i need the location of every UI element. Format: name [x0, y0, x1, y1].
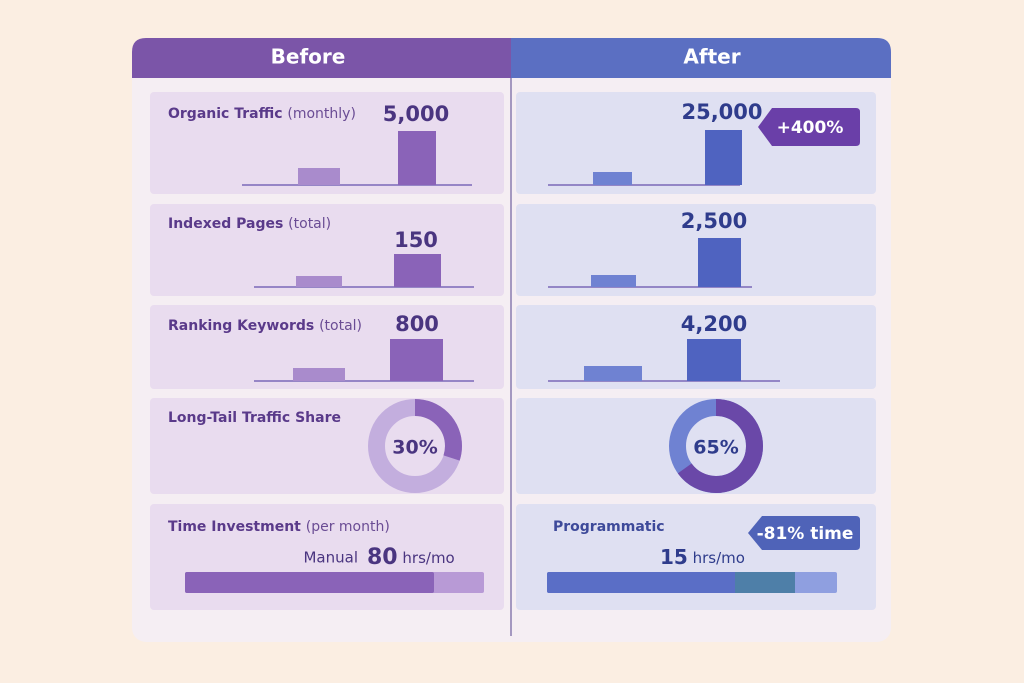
unit: hrs/mo — [693, 549, 745, 567]
hours: 80 — [367, 545, 398, 570]
time-value: 80 hrs/mo — [367, 545, 455, 570]
method: Programmatic — [553, 519, 665, 535]
header-title: Before — [271, 45, 346, 69]
bar-large — [705, 130, 742, 185]
bar-fill — [185, 572, 434, 593]
panel — [516, 398, 876, 494]
badge — [758, 108, 860, 146]
bar-segment — [735, 572, 795, 593]
bar-large — [687, 339, 741, 381]
metric-name: Ranking Keywords — [168, 318, 314, 334]
before-value: 5,000 — [383, 102, 449, 126]
metric-label: Organic Traffic (monthly) — [168, 106, 356, 122]
bar-small — [298, 168, 340, 185]
metric-label: Ranking Keywords (total) — [168, 318, 362, 334]
metric-label: Indexed Pages (total) — [168, 216, 331, 232]
method: Manual — [303, 549, 358, 567]
donut-label: 65% — [693, 437, 738, 459]
hours: 15 — [660, 545, 688, 569]
after-value: 2,500 — [681, 209, 747, 233]
unit: hrs/mo — [402, 549, 454, 567]
header-before — [132, 38, 511, 78]
metric-qualifier: (total) — [288, 216, 331, 232]
metric-qualifier: (total) — [319, 318, 362, 334]
bar-large — [698, 238, 741, 287]
metric-qualifier: (monthly) — [287, 106, 356, 122]
panel — [150, 398, 504, 494]
badge-text: +400% — [777, 118, 844, 138]
metric-name: Indexed Pages — [168, 216, 283, 232]
after-value: 4,200 — [681, 312, 747, 336]
time-value: 15 hrs/mo — [660, 545, 745, 569]
metric-label: Long-Tail Traffic Share — [168, 410, 341, 426]
before-value: 150 — [394, 228, 438, 252]
bar-small — [591, 275, 636, 287]
bar-large — [394, 254, 441, 287]
donuts: 30% 65% — [368, 399, 763, 493]
header-title: After — [683, 45, 740, 69]
panel — [516, 204, 876, 296]
bar-small — [296, 276, 342, 287]
bar-small — [293, 368, 345, 381]
badge — [748, 516, 860, 550]
header-after — [511, 38, 891, 78]
before-value: 800 — [395, 312, 439, 336]
donut-arc — [669, 399, 763, 493]
badge-text: -81% time — [757, 524, 854, 544]
bar-small — [584, 366, 642, 381]
bar-large — [390, 339, 443, 381]
bar-fill — [547, 572, 795, 593]
metric-name: Organic Traffic — [168, 106, 283, 122]
bar-small — [593, 172, 632, 185]
bar-large — [398, 131, 436, 185]
donut-arc — [368, 399, 462, 493]
donut-label: 30% — [392, 437, 437, 459]
metric-label: Time Investment (per month) — [168, 519, 390, 535]
after-value: 25,000 — [681, 100, 762, 124]
metric-qualifier: (per month) — [306, 519, 390, 535]
metric-name: Time Investment — [168, 519, 301, 535]
